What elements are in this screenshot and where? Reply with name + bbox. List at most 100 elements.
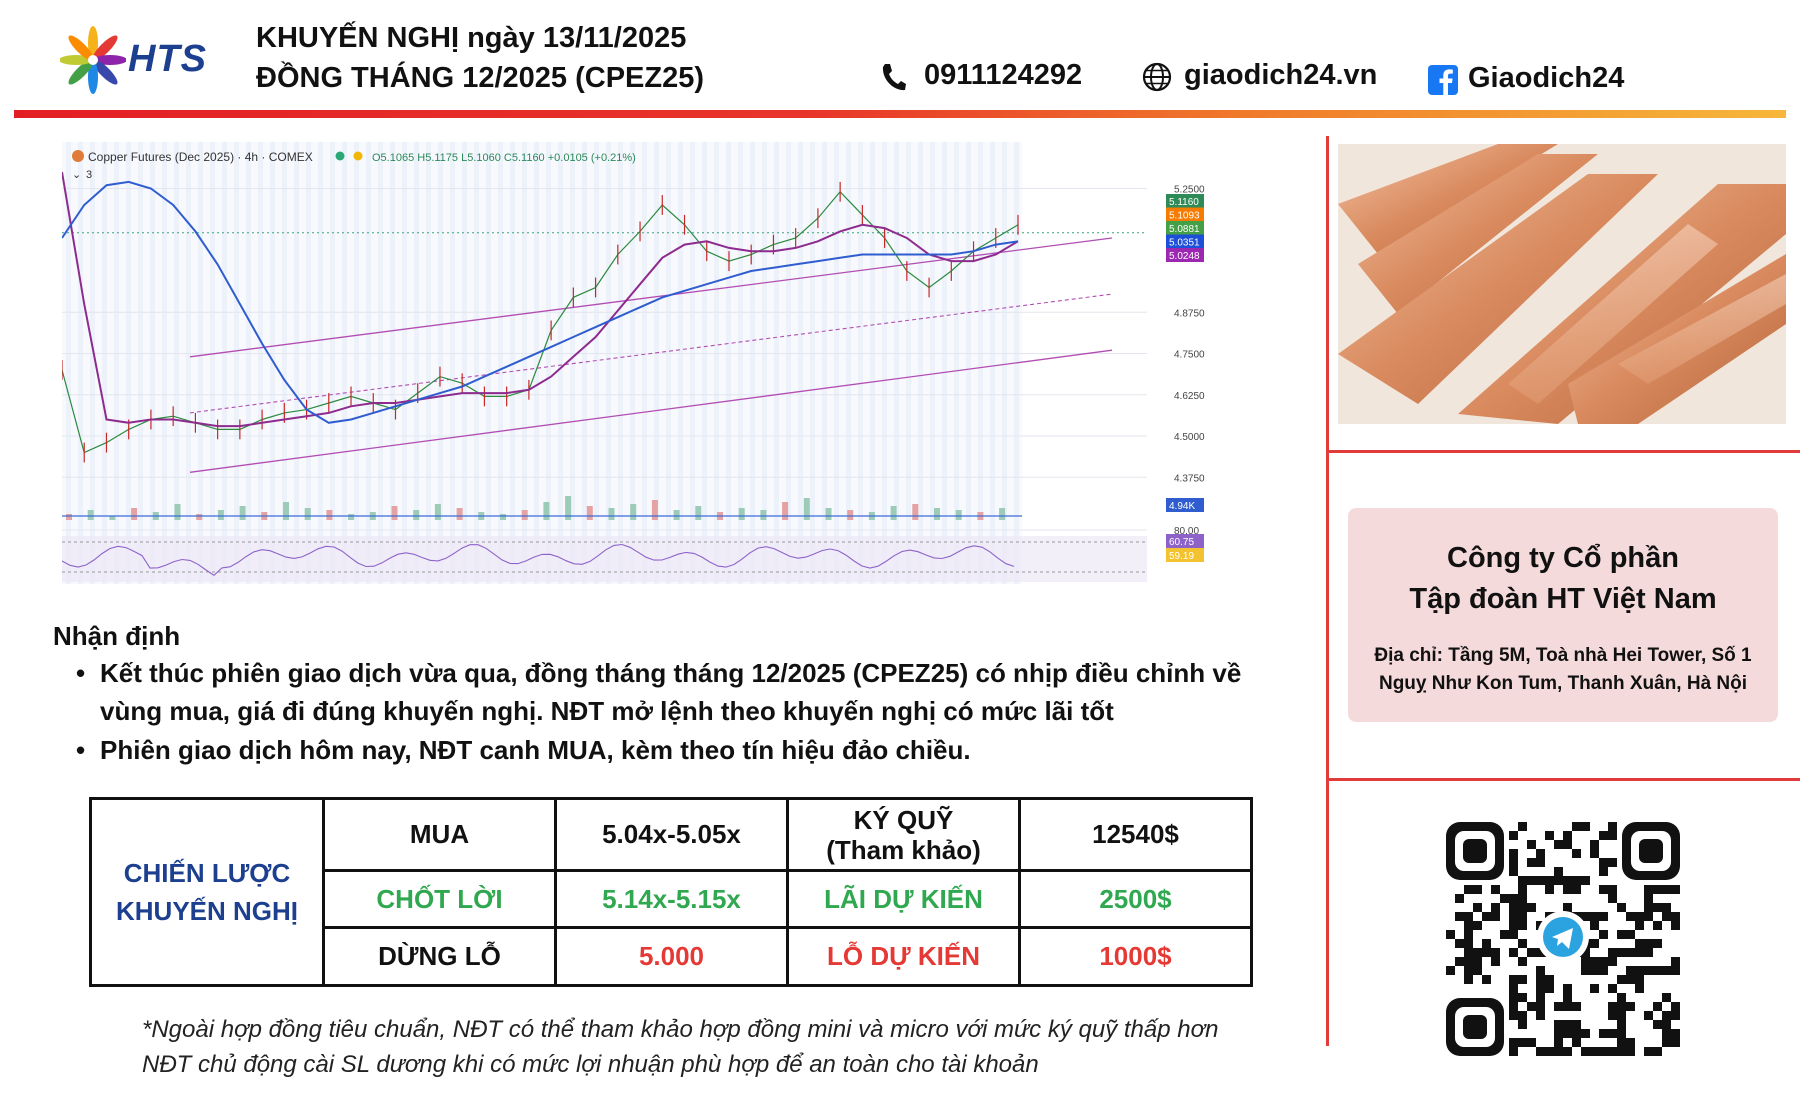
qr-module bbox=[1545, 876, 1554, 885]
margin-label-line1: KÝ QUỸ bbox=[853, 804, 954, 835]
qr-module bbox=[1509, 930, 1518, 939]
bullet-1-line2: vùng mua, giá đi đúng khuyến nghị. NĐT m… bbox=[100, 696, 1114, 726]
qr-module bbox=[1635, 912, 1644, 921]
right-divider-1 bbox=[1326, 450, 1800, 453]
qr-module bbox=[1572, 885, 1581, 894]
qr-module bbox=[1563, 1002, 1572, 1011]
qr-module bbox=[1509, 948, 1518, 957]
qr-module bbox=[1509, 849, 1518, 858]
qr-module bbox=[1563, 1047, 1572, 1056]
qr-module bbox=[1617, 1047, 1626, 1056]
facebook-link[interactable]: Giaodich24 bbox=[1468, 62, 1625, 94]
take-profit-action: CHỐT LỜI bbox=[322, 869, 557, 929]
qr-module bbox=[1599, 831, 1608, 840]
qr-module bbox=[1653, 939, 1662, 948]
volume-bar bbox=[782, 502, 789, 520]
strategy-label-line1: CHIẾN LƯỢC bbox=[123, 858, 291, 888]
qr-module bbox=[1644, 885, 1653, 894]
website-link[interactable]: giaodich24.vn bbox=[1184, 59, 1378, 91]
qr-module bbox=[1536, 1002, 1545, 1011]
qr-module bbox=[1545, 975, 1554, 984]
qr-module bbox=[1536, 993, 1545, 1002]
qr-module bbox=[1608, 984, 1617, 993]
qr-module bbox=[1608, 957, 1617, 966]
qr-module bbox=[1644, 939, 1653, 948]
qr-module bbox=[1662, 993, 1671, 1002]
qr-module bbox=[1608, 1002, 1617, 1011]
qr-module bbox=[1608, 822, 1617, 831]
price-badge: 5.0881 bbox=[1169, 224, 1200, 235]
series-line-3 bbox=[62, 180, 1019, 424]
volume-badge-bg bbox=[1166, 498, 1204, 512]
qr-module bbox=[1608, 885, 1617, 894]
volume-bar bbox=[304, 508, 311, 520]
qr-module bbox=[1563, 885, 1572, 894]
price-badge-bg bbox=[1166, 207, 1204, 222]
qr-finder-tr bbox=[1622, 822, 1680, 880]
qr-module bbox=[1455, 957, 1464, 966]
qr-module bbox=[1662, 1011, 1671, 1020]
qr-module bbox=[1617, 948, 1626, 957]
expected-profit-label: LÃI DỰ KIẾN bbox=[786, 869, 1021, 929]
volume-bar bbox=[608, 508, 615, 520]
qr-module bbox=[1599, 912, 1608, 921]
qr-module bbox=[1581, 957, 1590, 966]
qr-module bbox=[1518, 921, 1527, 930]
qr-module bbox=[1617, 903, 1626, 912]
qr-module bbox=[1554, 1002, 1563, 1011]
rsi-badge: 59.19 bbox=[1169, 551, 1194, 562]
qr-module bbox=[1518, 993, 1527, 1002]
volume-bar bbox=[760, 510, 767, 520]
qr-module bbox=[1590, 957, 1599, 966]
volume-bar bbox=[847, 510, 854, 520]
buy-action: MUA bbox=[322, 797, 557, 872]
price-badge-bg bbox=[1166, 234, 1204, 249]
qr-module bbox=[1590, 849, 1599, 858]
qr-module bbox=[1518, 894, 1527, 903]
qr-module bbox=[1554, 876, 1563, 885]
status-dot-icon bbox=[335, 151, 345, 161]
qr-module bbox=[1518, 1011, 1527, 1020]
company-address-line2: Nguỵ Như Kon Tum, Thanh Xuân, Hà Nội bbox=[1378, 673, 1748, 694]
qr-module bbox=[1617, 1029, 1626, 1038]
qr-module bbox=[1500, 894, 1509, 903]
qr-module bbox=[1554, 1029, 1563, 1038]
qr-module bbox=[1653, 1002, 1662, 1011]
qr-module bbox=[1626, 975, 1635, 984]
qr-module bbox=[1527, 948, 1536, 957]
qr-module bbox=[1545, 984, 1554, 993]
phone-number[interactable]: 0911124292 bbox=[924, 59, 1083, 91]
qr-module bbox=[1482, 948, 1491, 957]
price-badge: 5.1093 bbox=[1169, 211, 1200, 222]
volume-bar bbox=[673, 510, 680, 520]
qr-module bbox=[1599, 930, 1608, 939]
price-badge: 5.0248 bbox=[1169, 251, 1200, 262]
qr-module bbox=[1500, 930, 1509, 939]
y-tick-label: 4.3750 bbox=[1174, 473, 1205, 484]
volume-bar bbox=[456, 508, 463, 520]
qr-module bbox=[1464, 939, 1473, 948]
qr-module bbox=[1635, 975, 1644, 984]
qr-module bbox=[1473, 948, 1482, 957]
qr-module bbox=[1671, 1038, 1680, 1047]
qr-module bbox=[1563, 831, 1572, 840]
volume-bar bbox=[651, 500, 658, 520]
qr-module bbox=[1455, 912, 1464, 921]
price-badge-bg bbox=[1166, 194, 1204, 208]
volume-bar bbox=[326, 510, 333, 520]
price-badge-bg bbox=[1166, 248, 1204, 262]
qr-module bbox=[1608, 1047, 1617, 1056]
note-line-2: NĐT chủ động cài SL dương khi có mức lợi… bbox=[142, 1051, 1039, 1078]
qr-module bbox=[1455, 894, 1464, 903]
qr-module bbox=[1626, 966, 1635, 975]
qr-module bbox=[1491, 912, 1500, 921]
company-name-line2: Tập đoàn HT Việt Nam bbox=[1409, 583, 1717, 615]
series-line-2 bbox=[62, 171, 1019, 428]
qr-code[interactable] bbox=[1442, 818, 1684, 1060]
volume-bar bbox=[131, 508, 138, 520]
qr-module bbox=[1563, 984, 1572, 993]
qr-module bbox=[1509, 993, 1518, 1002]
volume-bar bbox=[283, 502, 289, 520]
globe-icon bbox=[1142, 62, 1172, 92]
qr-module bbox=[1599, 867, 1608, 876]
